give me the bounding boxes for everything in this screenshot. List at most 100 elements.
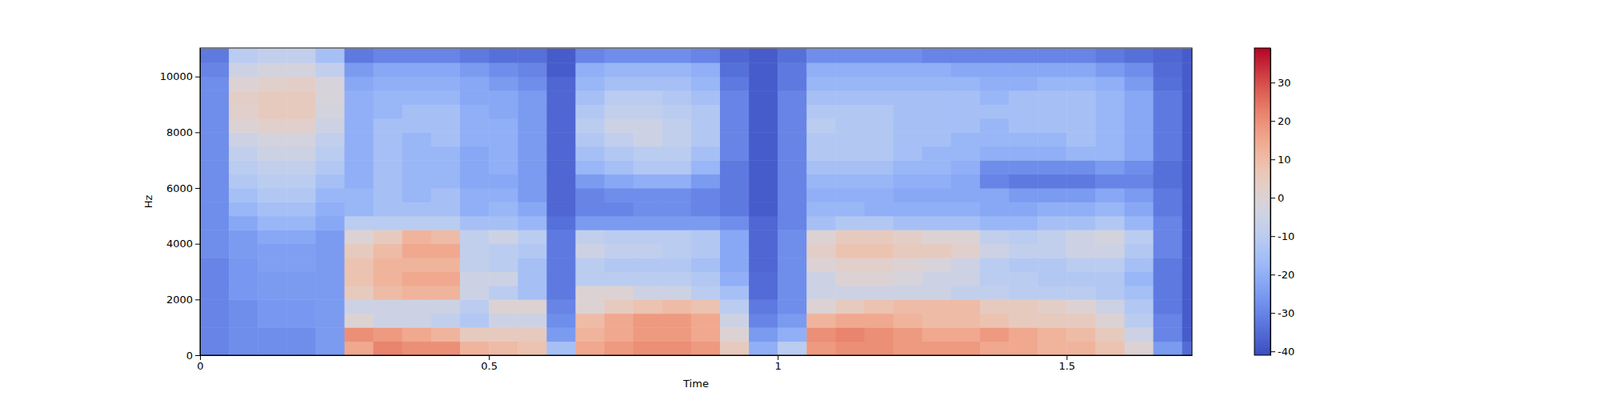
cell — [315, 216, 345, 231]
cell — [951, 104, 981, 120]
cell — [286, 216, 316, 231]
cell — [1153, 257, 1184, 272]
cell — [315, 327, 345, 342]
cell — [1153, 118, 1184, 133]
cell — [1008, 48, 1039, 64]
cell — [806, 62, 836, 77]
cell — [835, 272, 865, 287]
cell — [1153, 48, 1184, 64]
cell — [922, 299, 952, 314]
cell — [546, 160, 576, 175]
cell — [431, 160, 461, 175]
cell — [864, 160, 895, 175]
cell — [748, 299, 779, 314]
cell — [806, 188, 836, 203]
cell — [748, 285, 779, 300]
cell — [315, 188, 345, 203]
cell — [431, 257, 461, 272]
cell — [662, 229, 692, 244]
cell — [1095, 62, 1125, 77]
cell — [951, 90, 981, 105]
cell — [893, 341, 924, 356]
cell — [720, 76, 750, 92]
cell — [488, 285, 519, 300]
cell — [806, 229, 836, 244]
cell — [460, 299, 490, 314]
cell — [604, 229, 635, 244]
cell — [228, 272, 259, 287]
cell — [344, 257, 375, 272]
cell — [720, 313, 750, 328]
cell — [1153, 299, 1184, 314]
cell — [575, 272, 605, 287]
cell — [373, 244, 404, 259]
tick-label: -10 — [1277, 230, 1295, 243]
cell — [748, 118, 779, 133]
cell — [431, 76, 461, 92]
cell — [1066, 118, 1096, 133]
cell — [431, 299, 461, 314]
cell — [748, 76, 779, 92]
cell — [777, 216, 808, 231]
cell — [1182, 272, 1192, 287]
cell — [517, 188, 548, 203]
tick-mark — [777, 355, 779, 360]
cell — [431, 285, 461, 300]
cell — [1153, 62, 1184, 77]
cell — [662, 313, 692, 328]
tick: 10 — [1270, 153, 1292, 166]
cell — [835, 229, 865, 244]
cell — [1037, 48, 1068, 64]
cell — [344, 160, 375, 175]
cell — [575, 244, 605, 259]
cell — [402, 244, 432, 259]
cell — [691, 146, 721, 161]
cell — [1182, 285, 1192, 300]
cell — [200, 341, 230, 356]
cell — [344, 90, 375, 105]
cell — [286, 272, 316, 287]
cell — [864, 62, 895, 77]
cell — [835, 174, 865, 189]
cell — [1066, 62, 1096, 77]
cell — [951, 229, 981, 244]
cell — [200, 188, 230, 203]
cell — [720, 216, 750, 231]
cell — [286, 244, 316, 259]
cell — [777, 188, 808, 203]
cell — [922, 132, 952, 147]
cell — [777, 160, 808, 175]
cell — [344, 188, 375, 203]
cell — [835, 313, 865, 328]
cell — [488, 188, 519, 203]
cell — [488, 341, 519, 356]
cell — [1066, 132, 1096, 147]
cell — [662, 257, 692, 272]
cell — [893, 285, 924, 300]
cell — [1182, 244, 1192, 259]
cell — [864, 285, 895, 300]
cell — [691, 188, 721, 203]
cell — [1008, 341, 1039, 356]
cell — [1153, 90, 1184, 105]
cell — [344, 146, 375, 161]
cell — [488, 160, 519, 175]
cell — [633, 188, 664, 203]
cell — [257, 257, 288, 272]
cell — [460, 104, 490, 120]
cell — [1095, 313, 1125, 328]
cell — [286, 62, 316, 77]
cell — [517, 327, 548, 342]
cell — [835, 201, 865, 216]
cell — [460, 76, 490, 92]
cell — [1182, 257, 1192, 272]
cell — [315, 201, 345, 216]
cell — [864, 104, 895, 120]
cell — [1008, 146, 1039, 161]
cell — [1124, 299, 1155, 314]
cell — [460, 90, 490, 105]
cell — [1124, 341, 1155, 356]
cell — [460, 341, 490, 356]
cell — [228, 216, 259, 231]
cell — [431, 272, 461, 287]
